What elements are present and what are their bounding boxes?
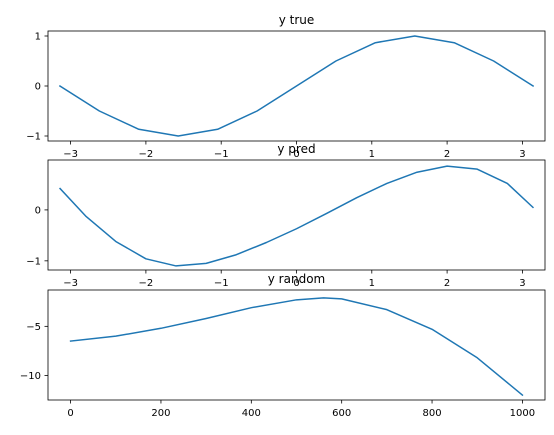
y-tick-label: −1	[26, 256, 41, 267]
x-tick-label: 1	[369, 278, 375, 289]
x-tick-label: 0	[293, 278, 299, 289]
y-tick-label: 0	[35, 205, 41, 216]
axes-frame	[47, 159, 546, 271]
y-tick-label: −10	[20, 371, 41, 382]
y-tick-label: −1	[26, 132, 41, 143]
x-tick-label: −3	[63, 149, 78, 160]
x-tick-label: −1	[214, 278, 229, 289]
series-line-1-1	[58, 35, 535, 137]
x-tick-label: 800	[422, 408, 441, 419]
y-tick-label: 0	[35, 82, 41, 93]
x-tick-label: 600	[332, 408, 351, 419]
x-tick-label: −2	[139, 149, 154, 160]
x-tick-label: 200	[151, 408, 170, 419]
series-line-3-1	[69, 297, 524, 397]
axes-panel-2: −3 −2 −1 0 1 2 3−10y pred	[26, 142, 546, 289]
x-tick-label: 3	[519, 149, 525, 160]
chart-title: y true	[279, 13, 315, 27]
y-tick-label: −5	[26, 322, 41, 333]
x-tick-label: 0	[293, 149, 299, 160]
chart-title: y random	[268, 272, 325, 286]
x-tick-label: 1	[369, 149, 375, 160]
x-tick-label: 0	[67, 408, 73, 419]
x-tick-label: 2	[444, 149, 450, 160]
series-line-2-1	[58, 165, 535, 267]
x-tick-label: −2	[139, 278, 154, 289]
y-tick-label: 1	[35, 32, 41, 43]
x-tick-label: 400	[242, 408, 261, 419]
x-tick-label: −3	[63, 278, 78, 289]
chart-title: y pred	[277, 142, 315, 156]
x-tick-label: 2	[444, 278, 450, 289]
axes-panel-3: 0 200 400 600 800 1000−10−5y random	[20, 272, 546, 419]
x-tick-label: 1000	[510, 408, 535, 419]
x-tick-label: 3	[519, 278, 525, 289]
axes-frame	[47, 289, 546, 401]
axes-panel-1: −3 −2 −1 0 1 2 3 −1 0 1 y true	[26, 13, 546, 160]
x-tick-label: −1	[214, 149, 229, 160]
